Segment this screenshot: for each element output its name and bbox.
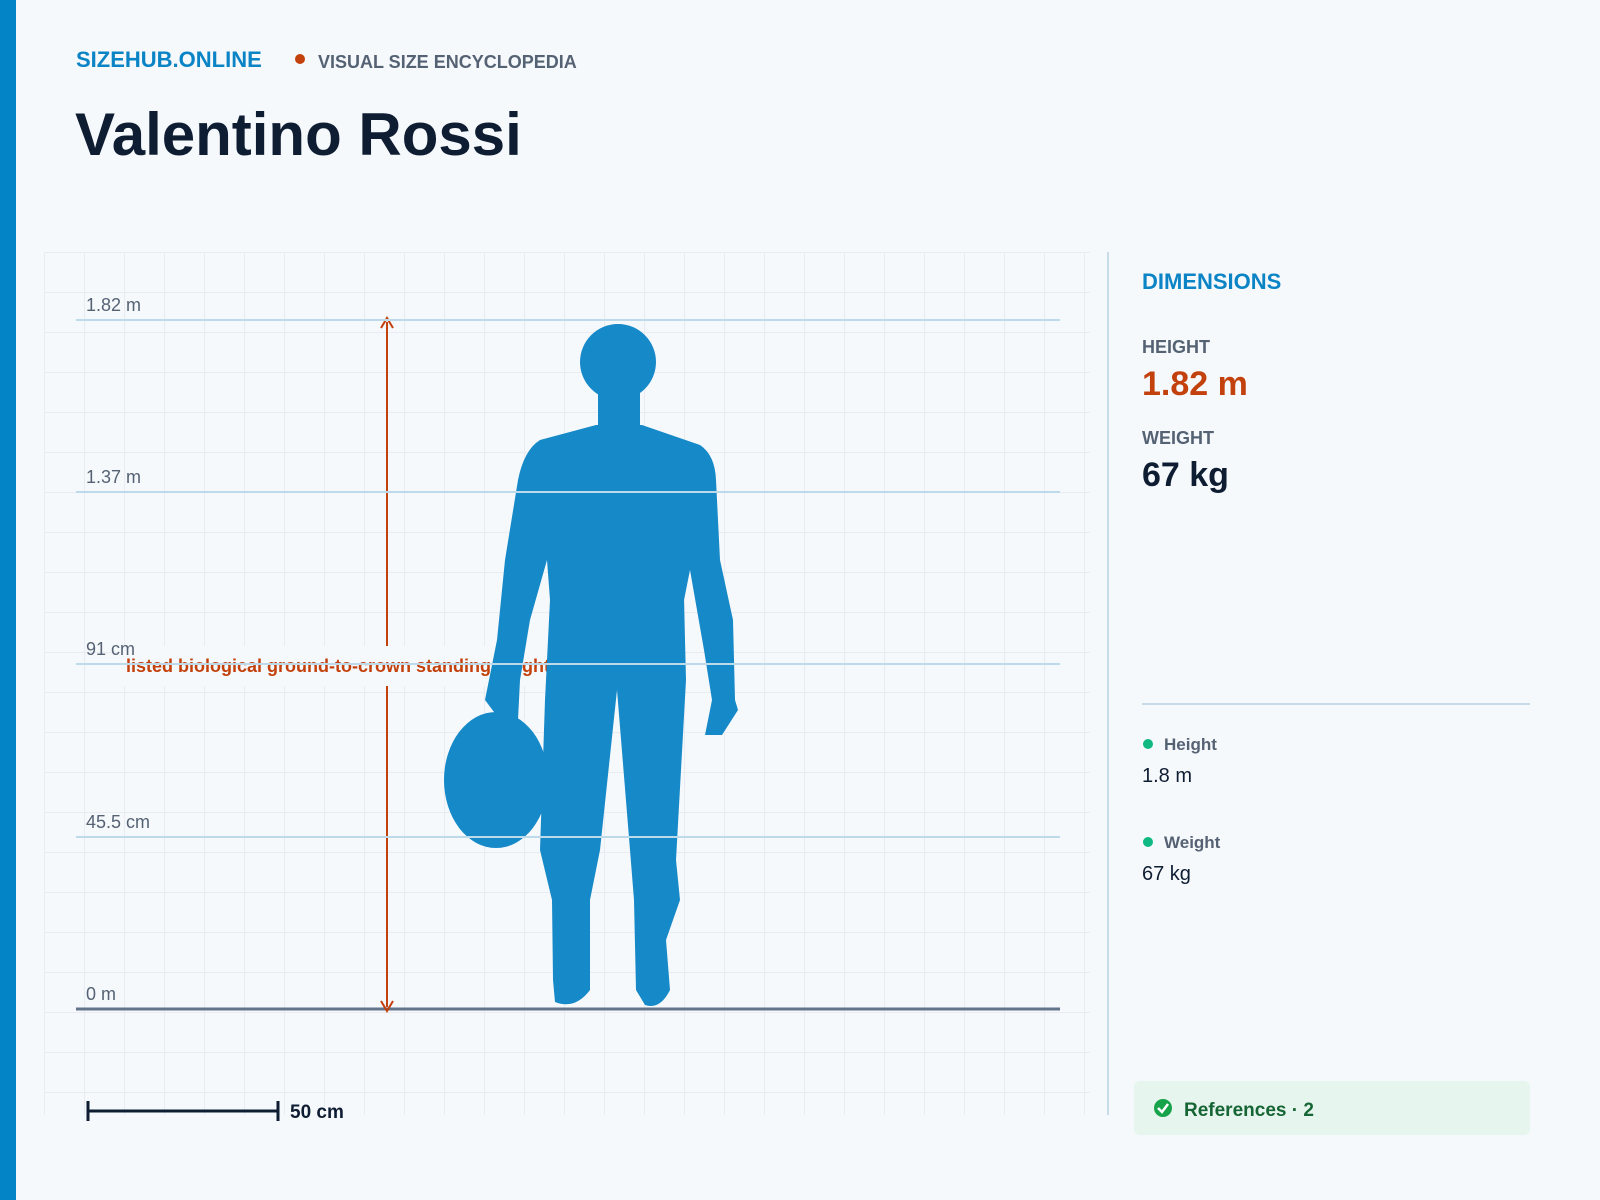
fact-label: Height [1164,735,1217,754]
references-box [1134,1081,1530,1135]
scale-label: 1.82 m [86,295,141,315]
fact-label: Weight [1164,833,1221,852]
page-title: Valentino Rossi [75,101,522,168]
scale-bar [86,1101,280,1121]
check-mark [1157,1103,1169,1114]
arrow-heads [380,316,394,1013]
fact-dot [1143,837,1153,847]
fact-value: 67 kg [1142,863,1191,885]
tagline: VISUAL SIZE ENCYCLOPEDIA [318,52,577,72]
panel-heading: DIMENSIONS [1142,269,1281,294]
scale-bar-label: 50 cm [290,1102,344,1123]
stat-value: 67 kg [1142,456,1229,494]
brand: SIZEHUB.ONLINE [76,47,262,72]
annotation-bg [120,646,560,686]
silhouette [444,324,738,1006]
dot [295,54,305,64]
scale-label: 1.37 m [86,467,141,487]
annotation: listed biological ground-to-crown standi… [126,656,550,676]
fact-dot [1143,739,1153,749]
check-icon [1154,1099,1172,1117]
stat-label: HEIGHT [1142,337,1210,357]
references[interactable]: References · 2 [1184,1100,1314,1121]
scale-label: 0 m [86,984,116,1004]
stat-label: WEIGHT [1142,428,1214,448]
scale-label: 91 cm [86,639,135,659]
scale-label: 45.5 cm [86,812,150,832]
stat-value: 1.82 m [1142,365,1248,403]
fact-value: 1.8 m [1142,765,1192,787]
accent-bar [0,0,16,1200]
